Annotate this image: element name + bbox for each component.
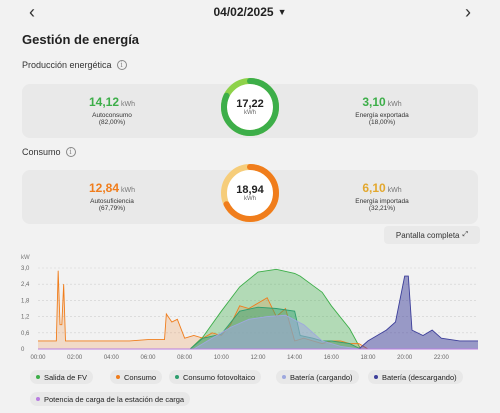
self-sufficiency-label: Autosuficiencia	[90, 198, 134, 205]
x-tick-label: 16:00	[324, 355, 340, 361]
legend-dot	[282, 375, 286, 379]
consumption-ring-center: 18,94 kWh	[219, 162, 281, 224]
y-tick-label: 0	[21, 347, 25, 353]
legend-item[interactable]: Salida de FV	[30, 370, 93, 384]
x-tick-label: 22:00	[434, 355, 450, 361]
exported-energy-label: Energía exportada	[355, 112, 409, 119]
legend-item[interactable]: Consumo fotovoltaico	[169, 370, 262, 384]
x-tick-label: 14:00	[287, 355, 303, 361]
legend-item[interactable]: Batería (descargando)	[368, 370, 463, 384]
self-consumption-unit: kWh	[121, 101, 136, 108]
exported-energy-stat: 3,10 kWh Energía exportada (18,00%)	[322, 93, 442, 126]
imported-energy-label: Energía importada	[355, 198, 409, 205]
production-total-value: 17,22	[236, 98, 264, 110]
series-area-bater-a-cargando-	[193, 315, 359, 349]
consumption-section-label: Consumo i	[22, 147, 76, 157]
legend-dot	[175, 375, 179, 379]
legend-dot	[36, 375, 40, 379]
series-area-bater-a-descargando-	[358, 276, 478, 349]
exported-energy-percent: (18,00%)	[368, 119, 396, 126]
series-line-bater-a-descargando-	[358, 275, 478, 350]
consumption-label: Consumo	[22, 147, 61, 157]
self-sufficiency-percent: (67,79%)	[98, 205, 126, 212]
self-consumption-label: Autoconsumo	[92, 112, 132, 119]
imported-energy-unit: kWh	[387, 187, 402, 194]
fullscreen-label: Pantalla completa	[395, 230, 460, 240]
legend-item[interactable]: Consumo	[110, 370, 163, 384]
production-ring-chart: 17,22 kWh	[219, 76, 281, 138]
legend-label: Consumo fotovoltaico	[183, 372, 256, 382]
legend-item[interactable]: Potencia de carga de la estación de carg…	[30, 392, 191, 406]
series-line-salida-de-fv	[189, 268, 362, 350]
y-tick-label: 0,6	[21, 331, 30, 337]
self-consumption-value: 14,12	[88, 95, 120, 109]
self-consumption-percent: (82,00%)	[98, 119, 126, 126]
page-title: Gestión de energía	[22, 32, 140, 47]
y-tick-label: 2,4	[21, 282, 30, 288]
caret-down-icon: ▼	[277, 7, 287, 17]
production-ring-center: 17,22 kWh	[219, 76, 281, 138]
production-total-unit: kWh	[244, 110, 256, 116]
self-sufficiency-stat: 12,84 kWh Autosuficiencia (67,79%)	[52, 179, 172, 212]
y-tick-label: 3,0	[21, 266, 30, 272]
self-sufficiency-value: 12,84	[88, 181, 120, 195]
x-tick-label: 04:00	[104, 355, 120, 361]
date-navigation-bar: ‹ 04/02/2025 ▼ ›	[0, 0, 500, 24]
chevron-left-icon[interactable]: ‹	[29, 1, 35, 22]
chevron-right-icon[interactable]: ›	[465, 1, 471, 22]
legend-label: Potencia de carga de la estación de carg…	[44, 394, 185, 404]
imported-energy-stat: 6,10 kWh Energía importada (32,21%)	[322, 179, 442, 212]
fullscreen-button[interactable]: Pantalla completa ⤢	[384, 226, 480, 244]
production-section-label: Producción energética i	[22, 60, 127, 70]
date-label: 04/02/2025	[213, 5, 274, 19]
x-tick-label: 12:00	[250, 355, 266, 361]
consumption-ring-self-segment	[221, 164, 279, 222]
expand-icon: ⤢	[462, 231, 469, 238]
x-tick-label: 08:00	[177, 355, 193, 361]
date-selector[interactable]: 04/02/2025 ▼	[214, 5, 287, 19]
x-tick-label: 10:00	[214, 355, 230, 361]
consumption-ring-chart: 18,94 kWh	[219, 162, 281, 224]
legend-dot	[36, 397, 40, 401]
legend-item[interactable]: Batería (cargando)	[276, 370, 359, 384]
x-tick-label: 18:00	[360, 355, 376, 361]
legend-label: Batería (cargando)	[290, 372, 353, 382]
self-consumption-stat: 14,12 kWh Autoconsumo (82,00%)	[52, 93, 172, 126]
series-line-bater-a-cargando-	[193, 314, 359, 350]
info-icon[interactable]: i	[65, 147, 76, 157]
consumption-total-value: 18,94	[236, 184, 264, 196]
y-axis-unit: kW	[21, 255, 30, 261]
consumption-total-unit: kWh	[244, 196, 256, 202]
self-sufficiency-unit: kWh	[121, 187, 136, 194]
y-tick-label: 1,2	[21, 315, 30, 321]
x-tick-label: 20:00	[397, 355, 413, 361]
legend-label: Salida de FV	[44, 372, 87, 382]
x-tick-label: 02:00	[67, 355, 83, 361]
power-chart[interactable]: kW 0 0,6 1,2 1,8 2,4 3,0 00:00 02:00 04:00 06:00 08…	[18, 248, 482, 364]
imported-energy-value: 6,10	[362, 181, 386, 195]
legend-dot	[116, 375, 120, 379]
info-icon[interactable]: i	[116, 60, 127, 70]
production-label: Producción energética	[22, 60, 112, 70]
legend-label: Batería (descargando)	[382, 372, 457, 382]
imported-energy-percent: (32,21%)	[368, 205, 396, 212]
legend-dot	[374, 375, 378, 379]
exported-energy-unit: kWh	[387, 101, 402, 108]
legend-label: Consumo	[124, 372, 157, 382]
x-tick-label: 00:00	[30, 355, 46, 361]
y-tick-label: 1,8	[21, 298, 30, 304]
exported-energy-value: 3,10	[362, 95, 386, 109]
production-ring-self-segment	[221, 78, 279, 136]
x-tick-label: 06:00	[140, 355, 156, 361]
